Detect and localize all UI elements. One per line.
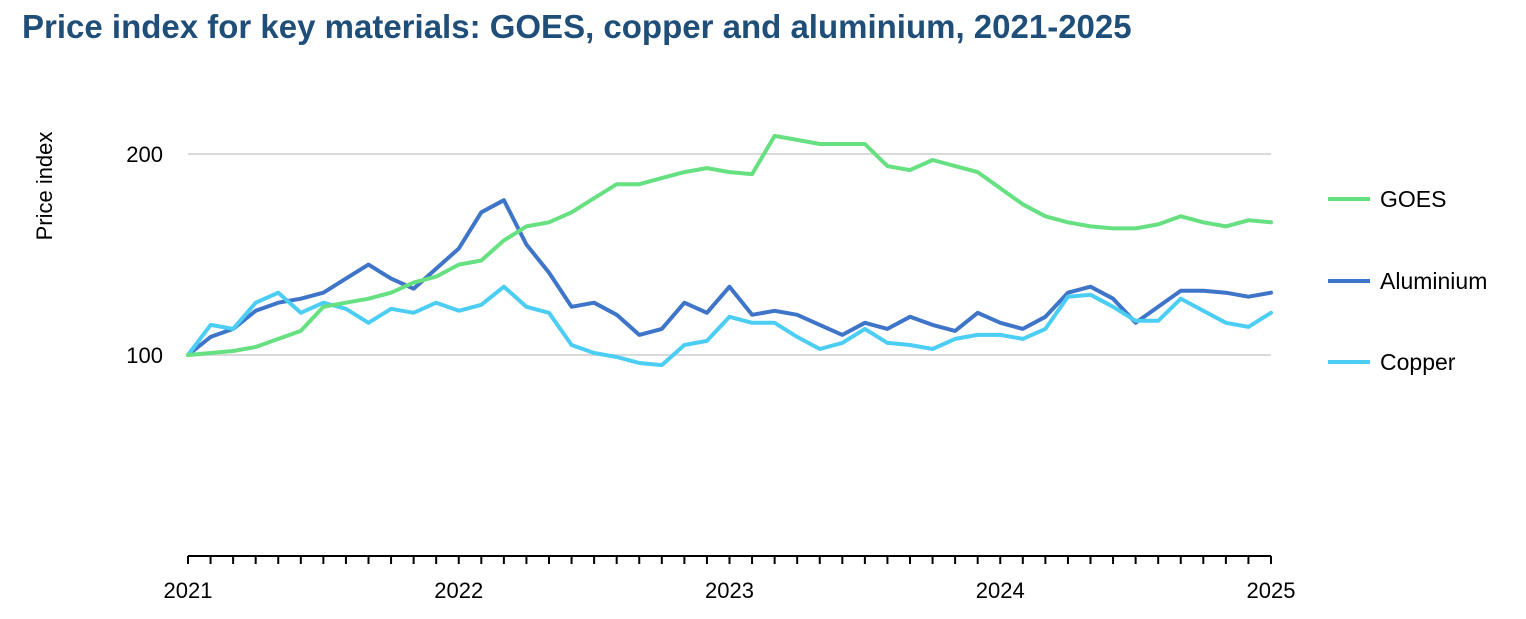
chart-title: Price index for key materials: GOES, cop… bbox=[22, 8, 1132, 45]
legend-label-copper: Copper bbox=[1380, 349, 1456, 375]
x-axis: 2021 2022 2023 2024 2025 bbox=[164, 555, 1296, 603]
x-tick-label: 2024 bbox=[976, 578, 1025, 603]
legend-label-goes: GOES bbox=[1380, 186, 1446, 212]
legend: GOES Aluminium Copper bbox=[1328, 186, 1487, 375]
legend-label-aluminium: Aluminium bbox=[1380, 268, 1487, 294]
series-line-copper bbox=[186, 284, 1273, 368]
gridlines bbox=[188, 153, 1271, 356]
x-tick-label: 2021 bbox=[164, 578, 213, 603]
y-tick-label: 200 bbox=[126, 142, 163, 167]
x-tick-label: 2023 bbox=[705, 578, 754, 603]
series-line-aluminium bbox=[186, 198, 1273, 357]
x-tick-label: 2025 bbox=[1247, 578, 1296, 603]
y-tick-label: 100 bbox=[126, 343, 163, 368]
series-line-goes bbox=[186, 133, 1273, 357]
y-axis-label: Price index bbox=[32, 132, 57, 241]
series-lines bbox=[186, 133, 1273, 368]
x-tick-label: 2022 bbox=[434, 578, 483, 603]
y-axis-tick-labels: 100 200 bbox=[126, 142, 163, 368]
